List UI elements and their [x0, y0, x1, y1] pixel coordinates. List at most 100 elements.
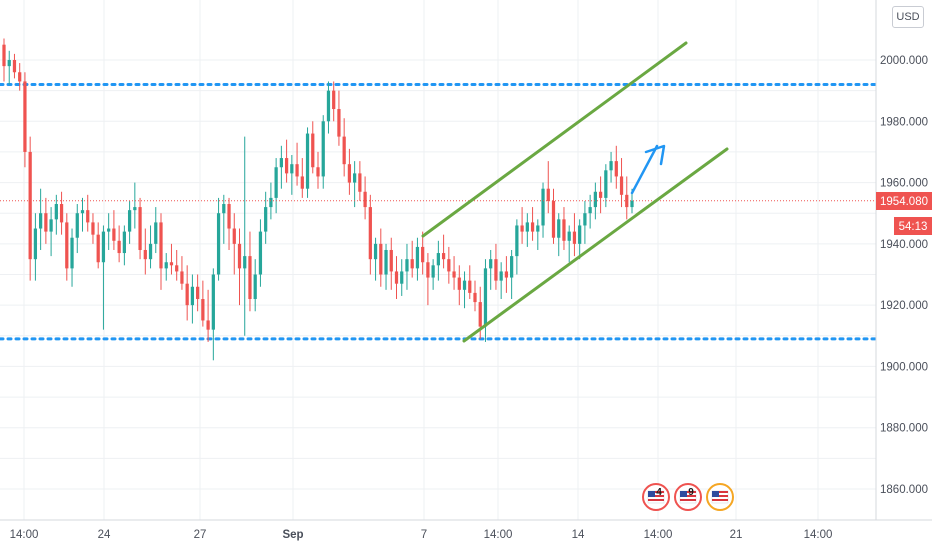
candle [138, 197, 142, 260]
candle-body [143, 249, 147, 260]
candle [201, 280, 205, 327]
flag-stripe [680, 499, 696, 501]
candle-body [127, 210, 132, 232]
candle [284, 139, 289, 183]
candle-body [415, 246, 420, 269]
time-axis-label: 14:00 [644, 529, 673, 541]
event-badge[interactable]: 9 [674, 483, 702, 511]
candle [232, 213, 236, 275]
candle [447, 246, 451, 284]
price-axis-label: 1980.000 [880, 116, 928, 128]
candle [530, 207, 535, 241]
candle [614, 145, 618, 189]
candle-body [363, 191, 367, 208]
flag-stripe [680, 491, 696, 493]
candle [143, 228, 147, 275]
last-price-tag-text: 1954.080 [880, 196, 928, 208]
horizontal-levels[interactable] [0, 83, 878, 341]
candle [148, 225, 153, 269]
candle [625, 176, 629, 220]
candle-body [190, 286, 195, 306]
candle [436, 240, 440, 281]
candle-body [175, 265, 179, 272]
candle [353, 161, 357, 208]
candle [510, 249, 514, 300]
candle [363, 176, 367, 220]
candle [70, 228, 74, 287]
candle [169, 243, 174, 275]
candle [441, 234, 446, 269]
price-axis-label: 1900.000 [880, 361, 928, 373]
flag-stripe [712, 491, 728, 493]
channel-lower-trendline[interactable] [462, 147, 729, 343]
flag-stripe [680, 495, 696, 497]
flag-canton [680, 491, 687, 497]
candle [421, 231, 425, 275]
candle [211, 268, 215, 361]
candle [185, 265, 189, 321]
time-axis-label: 27 [194, 529, 207, 541]
currency-selector[interactable]: USD [892, 6, 924, 28]
candle-body [169, 262, 174, 266]
candle [572, 213, 577, 257]
candle-body [342, 136, 346, 165]
candle-body [562, 219, 566, 241]
candle-body [295, 164, 299, 177]
candle [49, 207, 53, 257]
candle [426, 253, 430, 306]
candle-body [515, 225, 519, 257]
candle-body [353, 173, 357, 183]
drawing-tools[interactable] [421, 41, 729, 343]
candle [551, 188, 556, 244]
candle [54, 194, 58, 235]
candle [400, 259, 404, 296]
channel-upper-trendline[interactable] [421, 41, 688, 238]
candle-body [222, 204, 226, 214]
candle-body [44, 213, 48, 232]
event-badge[interactable]: 4 [642, 483, 670, 511]
candle [379, 228, 383, 287]
candle-body [630, 200, 634, 208]
candle [342, 118, 346, 177]
candle-body [227, 204, 231, 229]
candle-body [405, 259, 409, 272]
time-axis[interactable]: 14:00 24 27 Sep 7 14:00 14 14:00 21 14:00 [10, 529, 833, 541]
candle-body [180, 271, 184, 284]
candle [18, 63, 22, 91]
candle [96, 222, 100, 269]
candle [39, 188, 43, 250]
candle [520, 207, 524, 244]
candle [494, 243, 498, 290]
candle-body [75, 213, 79, 238]
candle [462, 271, 467, 309]
price-axis-label: 1880.000 [880, 423, 928, 435]
candle [368, 194, 372, 275]
event-badge[interactable] [706, 483, 734, 511]
candle-body [384, 249, 388, 275]
candle [222, 194, 226, 244]
candle-body [258, 231, 263, 275]
candle-body [410, 259, 414, 269]
last-price-tag [876, 192, 932, 210]
candle [504, 256, 509, 293]
candle [33, 213, 38, 281]
candle [373, 237, 378, 281]
candle-body [441, 253, 446, 260]
candle [562, 207, 566, 250]
candle-body [101, 231, 106, 263]
candle-body [421, 246, 425, 263]
candle-body [269, 197, 273, 208]
candle [264, 191, 268, 244]
candle-body [91, 222, 95, 235]
projection-arrow[interactable] [630, 144, 659, 195]
flag-stripe [712, 495, 728, 497]
candle [101, 225, 106, 330]
candle-body [379, 243, 383, 275]
candle-body [70, 237, 74, 269]
candle-body [196, 286, 200, 300]
candle-body [264, 207, 268, 232]
price-axis[interactable]: 2000.000 1980.000 1960.000 1940.000 1920.000… [880, 55, 928, 496]
candle-body [164, 262, 168, 269]
